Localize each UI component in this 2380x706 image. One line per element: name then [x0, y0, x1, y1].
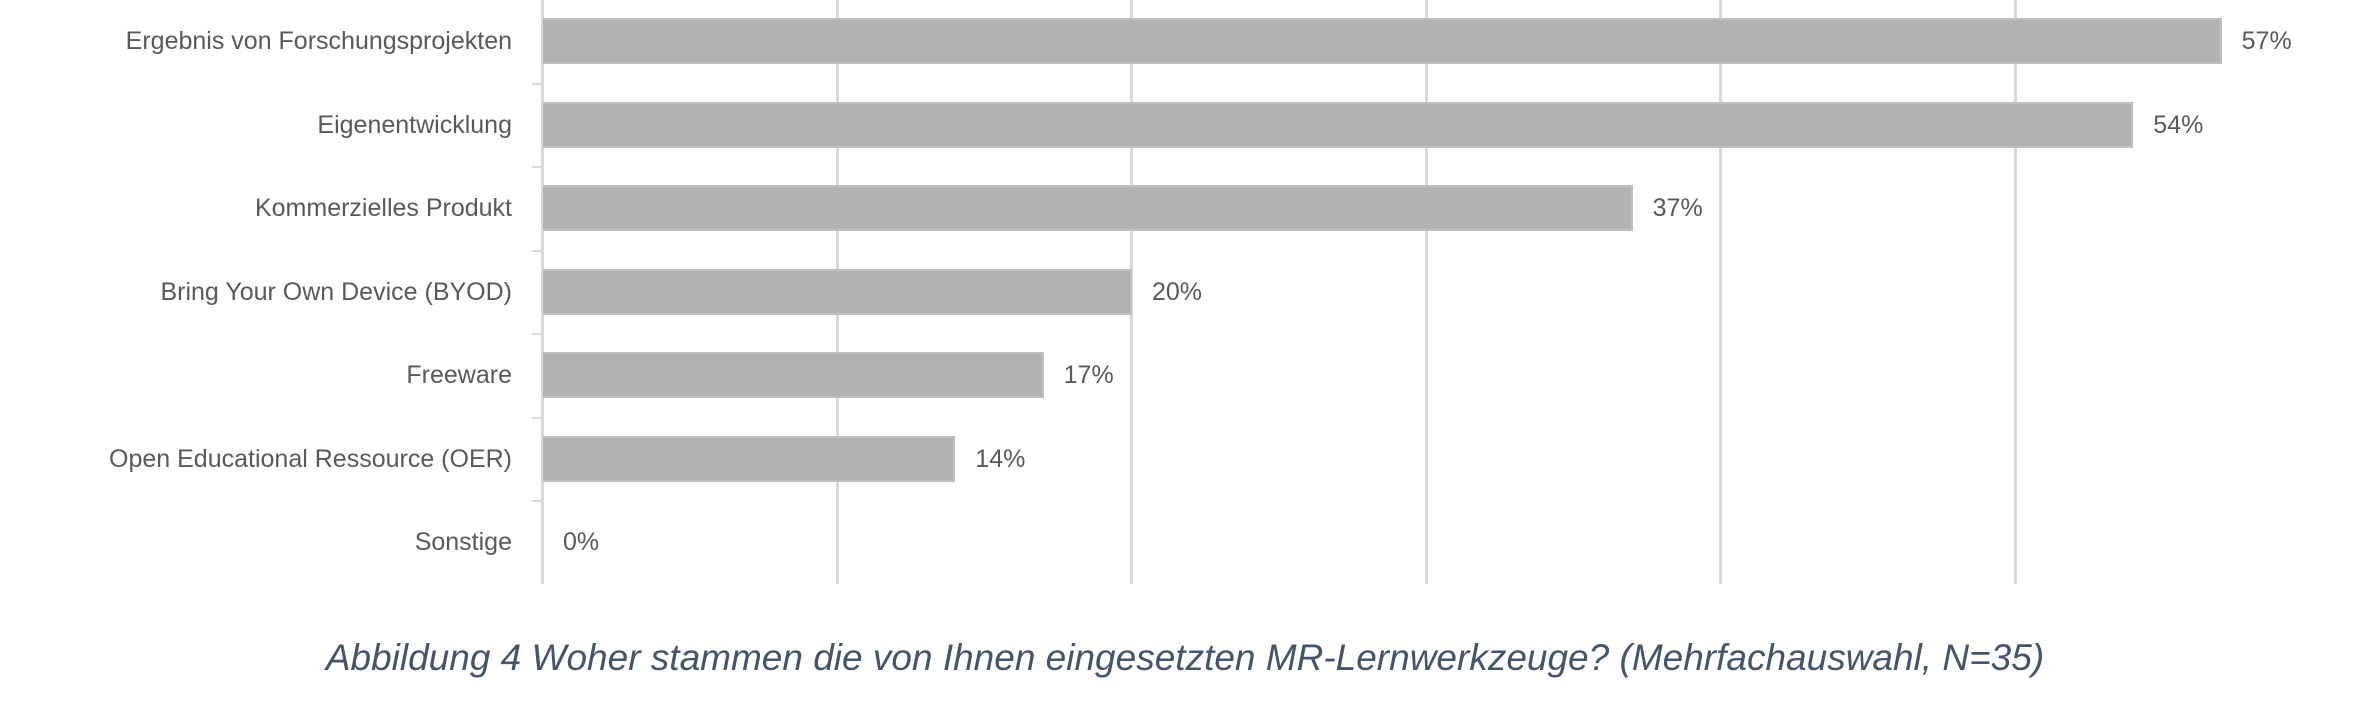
value-label: 0%	[563, 528, 600, 556]
value-label: 20%	[1152, 277, 1203, 306]
value-label: 54%	[2153, 110, 2204, 139]
gridline	[1719, 0, 1722, 584]
y-axis-line	[541, 0, 544, 584]
value-label: 57%	[2241, 27, 2292, 55]
gridline	[2013, 0, 2017, 584]
axis-tick	[532, 166, 542, 168]
figure-caption: Abbildung 4 Woher stammen die von Ihnen …	[325, 637, 2045, 678]
bar	[543, 18, 2222, 64]
value-label: 14%	[975, 444, 1026, 473]
bar	[543, 435, 956, 482]
value-label: 17%	[1063, 361, 1114, 389]
gridline	[1424, 0, 1428, 584]
axis-tick	[532, 82, 542, 85]
category-label: Eigenentwicklung	[317, 110, 512, 139]
axis-tick	[532, 500, 542, 502]
category-label: Sonstige	[414, 528, 512, 556]
category-label: Freeware	[406, 361, 512, 389]
category-label: Kommerzielles Produkt	[254, 194, 512, 222]
category-label: Bring Your Own Device (BYOD)	[160, 277, 512, 306]
bar	[543, 352, 1044, 398]
bar	[543, 268, 1132, 315]
bar	[543, 101, 2134, 148]
axis-tick	[532, 416, 542, 419]
category-label: Ergebnis von Forschungsprojekten	[125, 27, 512, 55]
bar	[543, 185, 1633, 231]
axis-tick	[532, 333, 542, 335]
value-label: 37%	[1652, 194, 1703, 222]
axis-tick	[532, 249, 542, 252]
category-label: Open Educational Ressource (OER)	[109, 444, 512, 473]
bar-chart: Ergebnis von Forschungsprojekten 57% Eigen…	[109, 0, 2292, 584]
